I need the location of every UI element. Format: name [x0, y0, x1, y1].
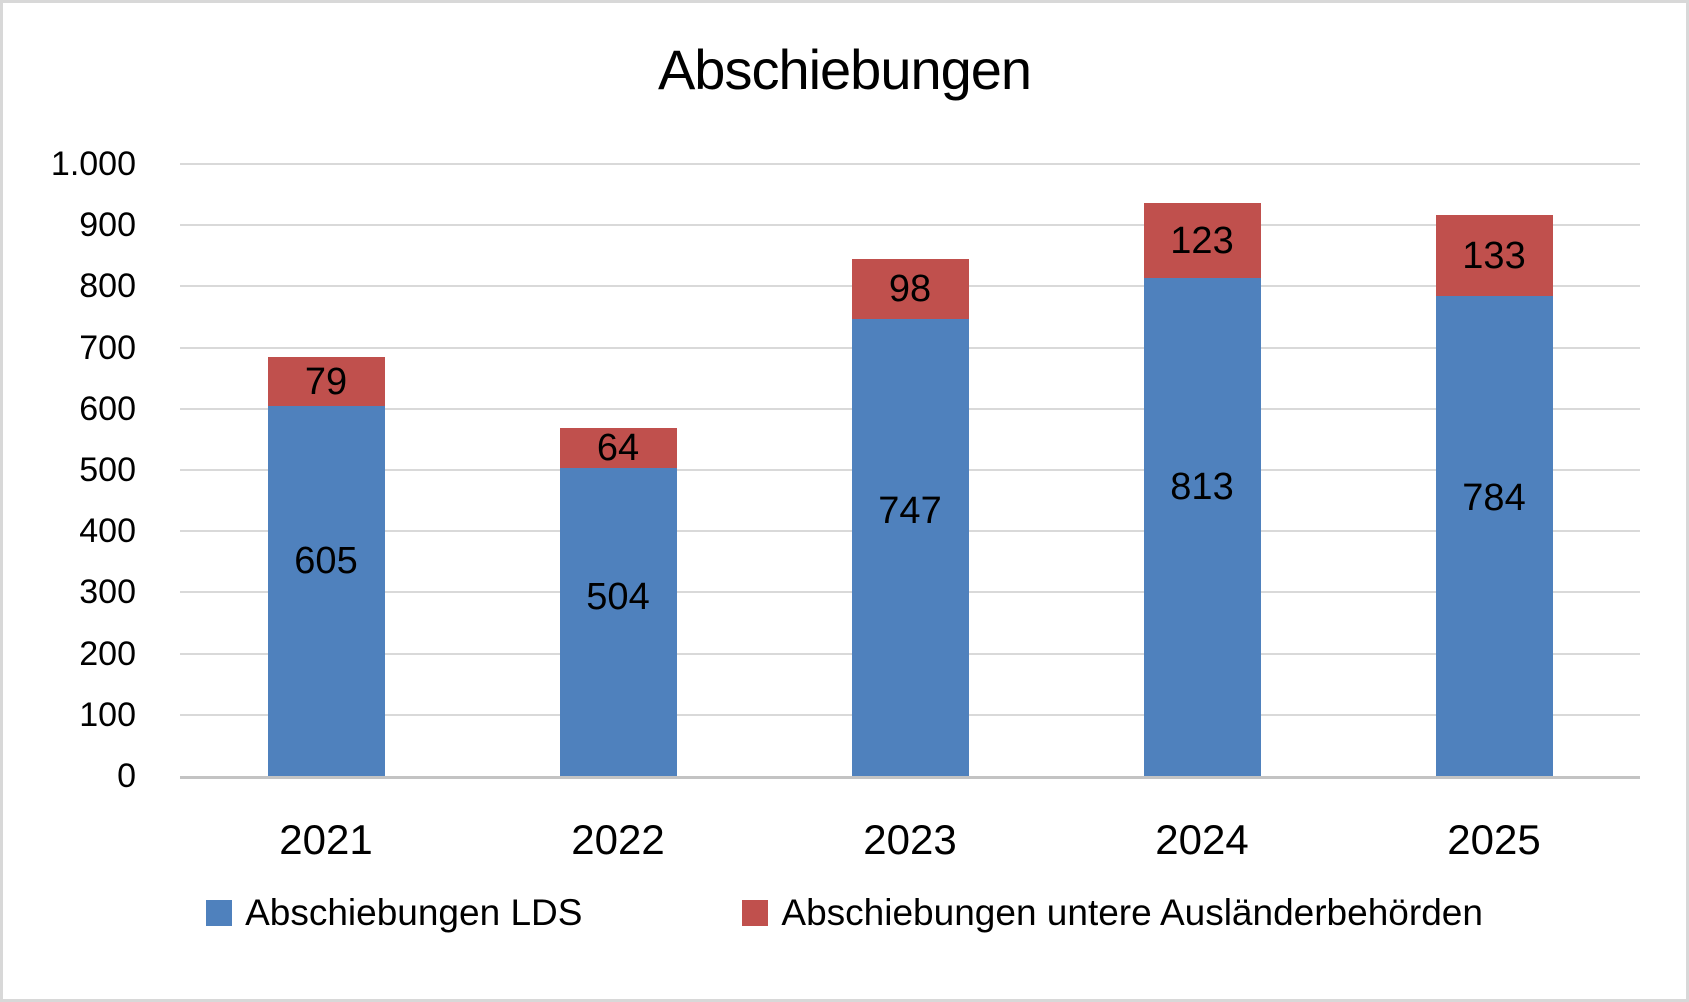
y-axis-tick-label: 600	[79, 389, 136, 428]
bar-segment-auslaenderbehoerden-2024: 123	[1143, 203, 1261, 279]
legend: Abschiebungen LDS Abschiebungen untere Au…	[3, 891, 1686, 935]
legend-swatch	[742, 900, 769, 927]
x-axis: 2021 2022 2023 2024 2025	[180, 815, 1640, 871]
bar-segment-auslaenderbehoerden-2021: 79	[267, 357, 385, 406]
bar-2021: 605 79	[267, 164, 385, 776]
bar-segment-auslaenderbehoerden-2022: 64	[559, 426, 677, 469]
x-axis-label: 2023	[863, 816, 957, 863]
y-axis-tick-label: 0	[117, 757, 136, 795]
legend-label: Abschiebungen untere Ausländerbehörden	[781, 892, 1483, 933]
bar-2023: 747 98	[851, 164, 969, 776]
bar-segment-lds-2025: 784	[1435, 296, 1553, 776]
x-axis-label: 2025	[1447, 816, 1541, 863]
legend-item-lds: Abschiebungen LDS	[206, 891, 582, 935]
data-label: 504	[586, 576, 650, 619]
y-axis-tick-label: 1.000	[50, 145, 136, 183]
data-label: 98	[888, 267, 932, 310]
y-axis-tick-label: 800	[79, 267, 136, 306]
y-axis-tick-label: 900	[79, 206, 136, 245]
legend-swatch	[206, 900, 233, 927]
bar-2022: 504 64	[559, 164, 677, 776]
x-axis-label: 2024	[1155, 816, 1249, 863]
chart-title: Abschiebungen	[657, 38, 1032, 101]
data-label: 813	[1170, 466, 1234, 509]
data-label: 123	[1170, 219, 1234, 262]
bar-2024: 813 123	[1143, 164, 1261, 776]
gridline	[180, 163, 1640, 165]
legend-item-auslaenderbehoerden: Abschiebungen untere Ausländerbehörden	[742, 891, 1483, 935]
y-axis-tick-label: 700	[79, 328, 136, 367]
bar-segment-lds-2021: 605	[267, 405, 385, 776]
data-label: 784	[1462, 476, 1526, 519]
plot-area: 605 79 504 64 747 98 813 123 784 133	[180, 163, 1640, 779]
gridline	[180, 224, 1640, 227]
x-axis-label: 2021	[279, 816, 373, 863]
data-label: 79	[304, 360, 348, 403]
bar-2025: 784 133	[1435, 164, 1553, 776]
bar-segment-auslaenderbehoerden-2025: 133	[1435, 214, 1553, 297]
bar-segment-lds-2023: 747	[851, 318, 969, 776]
y-axis-tick-label: 200	[79, 634, 136, 673]
bar-segment-lds-2022: 504	[559, 467, 677, 776]
bar-segment-lds-2024: 813	[1143, 278, 1261, 776]
y-axis-tick-label: 400	[79, 512, 136, 551]
legend-label: Abschiebungen LDS	[245, 892, 583, 933]
data-label: 133	[1462, 234, 1526, 277]
x-axis-label: 2022	[571, 816, 665, 863]
data-label: 64	[596, 426, 640, 469]
y-axis-tick-label: 300	[79, 573, 136, 612]
data-label: 747	[878, 489, 942, 532]
bar-segment-auslaenderbehoerden-2023: 98	[851, 258, 969, 319]
y-axis: 0 100 200 300 400 500 600 700 800 900 1.000	[3, 147, 143, 793]
data-label: 605	[294, 540, 358, 583]
y-axis-tick-label: 500	[79, 451, 136, 489]
y-axis-tick-label: 100	[79, 695, 136, 734]
